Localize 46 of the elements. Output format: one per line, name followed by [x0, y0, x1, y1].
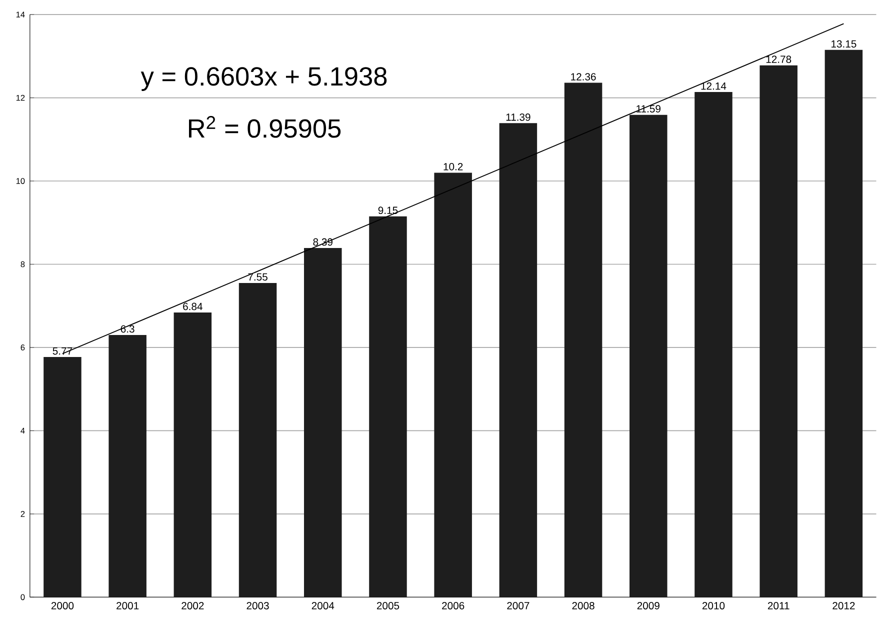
data-label: 10.2	[444, 162, 463, 170]
y-tick-label: 0	[20, 594, 25, 600]
data-label: 12.78	[766, 56, 792, 63]
x-tick-label: 2002	[182, 602, 204, 610]
data-label: 11.39	[506, 113, 530, 121]
x-tick-label: 2009	[637, 602, 660, 610]
x-tick-label: 2007	[507, 602, 530, 610]
bar	[44, 356, 82, 598]
y-tick-label: 6	[20, 344, 25, 350]
bar	[174, 312, 212, 598]
bar	[369, 216, 407, 598]
bar	[434, 172, 472, 598]
bar	[630, 114, 668, 598]
data-label: 9.15	[378, 206, 398, 214]
bar	[564, 82, 602, 598]
bar	[694, 92, 732, 598]
y-tick-label: 8	[20, 261, 25, 268]
data-label: 12.14	[701, 82, 726, 90]
data-label: 13.15	[831, 40, 856, 48]
y-tick-label: 12	[16, 94, 25, 101]
x-tick-label: 2010	[702, 602, 725, 610]
bar	[304, 248, 342, 598]
x-tick-label: 2003	[246, 602, 269, 610]
bar	[238, 282, 277, 598]
bar	[824, 50, 863, 598]
x-tick-label: 2000	[51, 602, 74, 610]
annotation: y = 0.6603x + 5.1938	[140, 67, 387, 91]
y-tick-label: 14	[16, 12, 25, 18]
data-label: 12.36	[571, 73, 596, 80]
y-tick-label: 10	[16, 178, 25, 184]
data-label: 7.55	[248, 273, 268, 281]
x-tick-label: 2005	[376, 602, 400, 610]
x-tick-label: 2012	[832, 602, 855, 610]
annotation: R$^{2}$ = 0.95905	[188, 116, 341, 138]
x-tick-label: 2006	[442, 602, 464, 610]
x-tick-label: 2004	[312, 602, 334, 610]
y-tick-label: 2	[20, 510, 25, 517]
bar	[499, 123, 538, 598]
y-tick-label: 4	[20, 428, 25, 434]
bar	[108, 334, 146, 598]
x-tick-label: 2001	[116, 602, 139, 610]
data-label: 6.3	[120, 325, 134, 333]
data-label: 6.84	[183, 302, 202, 310]
x-tick-label: 2008	[572, 602, 594, 610]
x-tick-label: 2011	[768, 602, 790, 610]
bar	[760, 65, 798, 598]
